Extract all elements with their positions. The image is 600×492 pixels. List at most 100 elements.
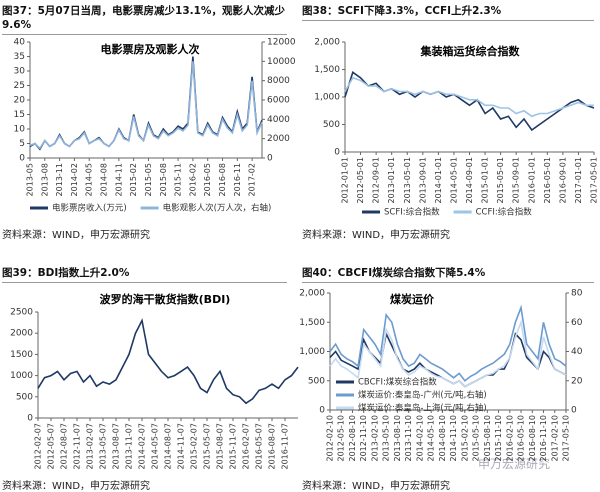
y2-tick-label: 0	[267, 154, 273, 164]
x-tick-label: 2013-11-10	[404, 415, 413, 462]
chart-title: 集装箱运货综合指数	[420, 44, 521, 58]
x-tick-label: 2014-01-01	[434, 157, 443, 204]
y-tick-label: 15	[14, 110, 25, 120]
x-tick-label: 2014-02	[70, 163, 79, 196]
line	[329, 304, 567, 382]
x-tick-label: 2016-08-07	[268, 423, 277, 470]
x-tick-label: 2012-08-10	[348, 415, 357, 462]
x-tick-label: 2017-02-10	[550, 415, 559, 462]
x-tick-label: 2012-02-10	[326, 415, 335, 462]
x-tick-label: 2014-08	[100, 163, 109, 196]
x-tick-label: 2013-08-10	[393, 415, 402, 462]
y-tick-label: 35	[14, 52, 25, 62]
x-tick-label: 2015-11	[174, 163, 183, 196]
y-tick-label: 500	[16, 392, 33, 402]
x-tick-label: 2016-09-01	[558, 157, 567, 204]
y-tick-label: 25	[14, 81, 25, 91]
x-tick-label: 2017-05-01	[590, 157, 599, 204]
x-tick-label: 2014-08-10	[438, 415, 447, 462]
x-tick-label: 2012-09-01	[372, 157, 381, 204]
x-tick-label: 2016-11	[233, 163, 242, 196]
x-tick-label: 2014-05-01	[449, 157, 458, 204]
y2-tick-label: 20	[571, 376, 583, 386]
x-tick-label: 2016-08	[218, 163, 227, 196]
legend-label: CBCFI:煤炭综合指数	[358, 377, 437, 388]
y2-tick-label: 80	[571, 289, 583, 299]
x-tick-label: 2017-01-01	[574, 157, 583, 204]
x-tick-label: 2015-02-10	[460, 415, 469, 462]
y-tick-label: 1,000	[314, 93, 340, 103]
y-tick-label: 1,000	[299, 347, 325, 357]
y-tick-label: 5	[19, 139, 25, 149]
x-tick-label: 2014-02-07	[138, 423, 147, 470]
y2-tick-label: 40	[571, 347, 583, 357]
y-tick-label: 30	[14, 67, 26, 77]
caption: 图39：BDI指数上升2.0%	[2, 266, 287, 283]
y2-tick-label: 4000	[267, 115, 290, 125]
y-tick-label: 0	[319, 406, 325, 416]
x-tick-label: 2013-05-07	[99, 423, 108, 470]
x-tick-label: 2016-11-07	[281, 423, 290, 470]
x-tick-label: 2016-08-10	[528, 415, 537, 462]
x-tick-label: 2012-01-01	[341, 157, 350, 204]
y-tick-label: 2,000	[299, 289, 325, 299]
x-tick-label: 2016-02	[188, 163, 197, 196]
y2-tick-label: 2000	[267, 134, 290, 144]
x-tick-label: 2015-01-01	[481, 157, 490, 204]
x-tick-label: 2013-01-01	[387, 157, 396, 204]
chart-title: 波罗的海干散货指数(BDI)	[100, 292, 231, 306]
source: 资料来源：WIND，申万宏源研究	[2, 230, 151, 241]
x-tick-label: 2014-09-01	[465, 157, 474, 204]
x-tick-label: 2014-02-10	[415, 415, 424, 462]
legend-label: SCFI:综合指数	[384, 207, 440, 218]
chart-title: 电影票房及观影人次	[101, 42, 200, 56]
y-tick-label: 1500	[10, 350, 33, 360]
x-tick-label: 2015-09-01	[512, 157, 521, 204]
legend-label: CCFI:综合指数	[476, 207, 533, 218]
x-tick-label: 2016-11-10	[539, 415, 548, 462]
y2-tick-label: 8000	[267, 76, 290, 86]
source: 资料来源：WIND，申万宏源研究	[302, 481, 451, 492]
x-tick-label: 2014-05-07	[151, 423, 160, 470]
y2-tick-label: 12000	[267, 38, 296, 48]
x-tick-label: 2015-11-07	[229, 423, 238, 470]
legend-label: 电影票房收入(万元)	[52, 203, 127, 214]
y-tick-label: 500	[323, 120, 340, 130]
y2-tick-label: 10000	[267, 57, 296, 67]
legend-label: 煤炭运价:秦皇岛-上海(元/吨,右轴)	[358, 403, 487, 414]
y2-tick-label: 6000	[267, 96, 290, 106]
x-tick-label: 2015-05	[144, 163, 153, 196]
x-tick-label: 2014-11-10	[449, 415, 458, 462]
source: 资料来源：WIND，申万宏源研究	[2, 481, 151, 492]
x-tick-label: 2015-08-10	[483, 415, 492, 462]
y-tick-label: 1,500	[299, 318, 325, 328]
source: 资料来源：WIND，申万宏源研究	[302, 230, 451, 241]
line	[329, 319, 567, 388]
x-tick-label: 2016-05-01	[543, 157, 552, 204]
x-tick-label: 2014-08-07	[164, 423, 173, 470]
x-tick-label: 2012-02-07	[34, 423, 43, 470]
x-tick-label: 2014-05-10	[427, 415, 436, 462]
watermark: 申万宏源研究	[478, 457, 551, 471]
y-tick-label: 1000	[10, 371, 33, 381]
x-tick-label: 2015-08-07	[216, 423, 225, 470]
x-tick-label: 2013-11-07	[125, 423, 134, 470]
y-tick-label: 1,500	[314, 65, 340, 75]
x-tick-label: 2016-05	[203, 163, 212, 196]
y-tick-label: 2000	[10, 329, 33, 339]
x-tick-label: 2012-11-07	[73, 423, 82, 470]
x-tick-label: 2017-02	[248, 163, 257, 196]
x-tick-label: 2015-05-07	[203, 423, 212, 470]
y-tick-label: 2500	[10, 308, 33, 318]
y-tick-label: 0	[334, 148, 340, 158]
y2-tick-label: 0	[571, 406, 577, 416]
y-tick-label: 40	[14, 38, 26, 48]
y-tick-label: 2,000	[314, 38, 340, 48]
x-tick-label: 2013-05	[26, 163, 35, 196]
x-tick-label: 2015-05-10	[472, 415, 481, 462]
x-tick-label: 2015-02	[129, 163, 138, 196]
legend-label: 煤炭运价:秦皇岛-广州(元/吨,右轴)	[358, 390, 487, 401]
x-tick-label: 2013-05-01	[403, 157, 412, 204]
x-tick-label: 2013-08-07	[112, 423, 121, 470]
